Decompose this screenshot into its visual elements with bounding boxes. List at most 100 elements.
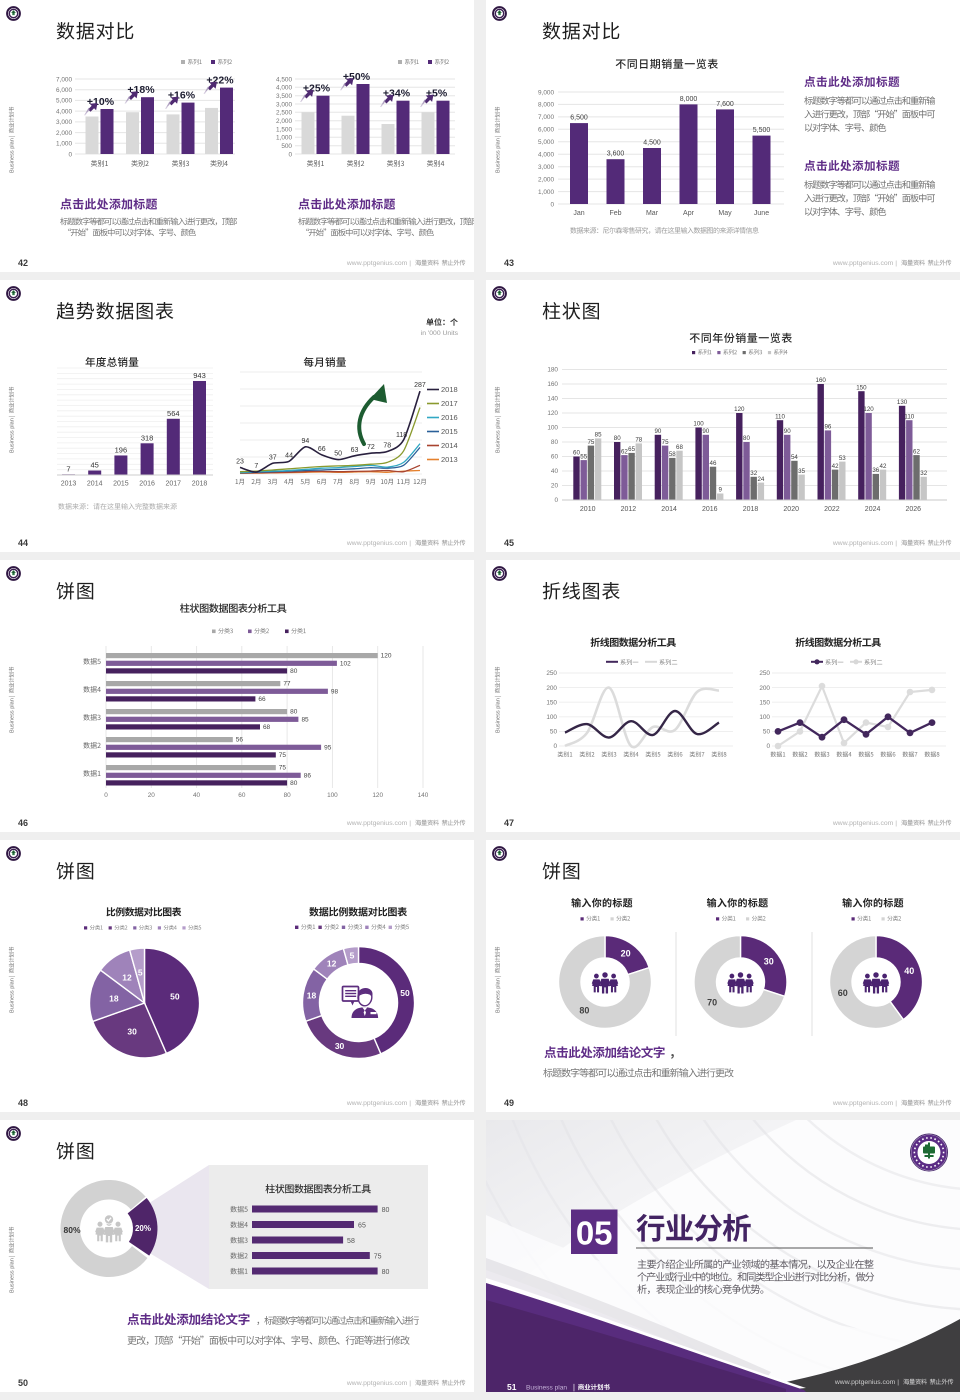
svg-text:58: 58 xyxy=(347,1238,355,1245)
svg-text:80: 80 xyxy=(382,1269,390,1276)
svg-text:5,000: 5,000 xyxy=(56,98,72,105)
svg-text:1,500: 1,500 xyxy=(276,126,292,133)
svg-text:2022: 2022 xyxy=(824,506,840,513)
svg-text:100: 100 xyxy=(759,714,770,721)
svg-text:18: 18 xyxy=(109,993,119,1003)
svg-text:2024: 2024 xyxy=(865,506,881,513)
svg-text:Business plan: Business plan xyxy=(496,698,502,733)
svg-text:2018: 2018 xyxy=(743,506,759,513)
svg-text:62: 62 xyxy=(913,448,920,455)
svg-text:120: 120 xyxy=(547,410,558,417)
svg-text:7,000: 7,000 xyxy=(538,114,554,121)
svg-text:150: 150 xyxy=(856,384,867,391)
svg-text:30: 30 xyxy=(127,1026,137,1036)
svg-text:Business plan: Business plan xyxy=(10,1258,16,1293)
svg-text:46: 46 xyxy=(18,818,28,828)
svg-text:160: 160 xyxy=(547,381,558,388)
svg-text:50: 50 xyxy=(170,992,180,1002)
svg-text:96: 96 xyxy=(824,424,831,431)
svg-text:75: 75 xyxy=(279,752,287,759)
svg-text:68: 68 xyxy=(676,444,683,451)
svg-text:140: 140 xyxy=(418,792,429,799)
svg-text:0: 0 xyxy=(550,201,554,208)
svg-text:20%: 20% xyxy=(135,1224,151,1233)
svg-text:77: 77 xyxy=(283,681,291,688)
svg-text:8,000: 8,000 xyxy=(680,96,698,103)
svg-text:65: 65 xyxy=(628,446,635,453)
svg-text:12: 12 xyxy=(327,958,337,968)
svg-text:60: 60 xyxy=(238,792,246,799)
svg-text:+34%: +34% xyxy=(383,88,411,100)
svg-text:50: 50 xyxy=(334,451,342,458)
svg-text:3,000: 3,000 xyxy=(56,119,72,126)
svg-text:0: 0 xyxy=(68,151,72,158)
svg-text:5,500: 5,500 xyxy=(753,127,771,134)
svg-text:120: 120 xyxy=(381,653,392,660)
svg-text:50: 50 xyxy=(763,729,771,736)
svg-text:+18%: +18% xyxy=(127,84,155,96)
svg-text:7: 7 xyxy=(66,464,70,473)
svg-text:9: 9 xyxy=(718,487,722,494)
svg-text:2016: 2016 xyxy=(441,413,458,422)
svg-text:2014: 2014 xyxy=(87,481,103,488)
svg-text:24: 24 xyxy=(757,476,764,483)
svg-text:www.pptgenius.com |: www.pptgenius.com | xyxy=(832,820,897,827)
svg-text:55: 55 xyxy=(580,453,587,460)
svg-text:85: 85 xyxy=(595,432,602,439)
svg-text:2,000: 2,000 xyxy=(276,118,292,125)
svg-text:48: 48 xyxy=(18,1098,28,1108)
svg-text:42: 42 xyxy=(880,463,887,470)
svg-text:4,000: 4,000 xyxy=(276,85,292,92)
svg-text:49: 49 xyxy=(504,1098,514,1108)
svg-text:80%: 80% xyxy=(63,1225,80,1235)
svg-text:+22%: +22% xyxy=(206,75,234,87)
svg-text:75: 75 xyxy=(279,765,287,772)
svg-text:120: 120 xyxy=(863,406,874,413)
svg-text:51: 51 xyxy=(507,1382,517,1392)
svg-text:4,500: 4,500 xyxy=(276,76,292,83)
svg-text:Business plan: Business plan xyxy=(496,978,502,1013)
svg-text:32: 32 xyxy=(920,470,927,477)
svg-text:7: 7 xyxy=(254,463,258,470)
svg-text:June: June xyxy=(754,210,769,217)
svg-text:118: 118 xyxy=(396,432,407,439)
svg-text:Business plan: Business plan xyxy=(10,418,16,453)
svg-text:3,000: 3,000 xyxy=(538,164,554,171)
svg-text:0: 0 xyxy=(553,743,557,750)
svg-text:43: 43 xyxy=(504,258,514,268)
svg-text:www.pptgenius.com |: www.pptgenius.com | xyxy=(346,260,411,267)
svg-text:0: 0 xyxy=(554,497,558,504)
svg-text:23: 23 xyxy=(236,458,244,465)
svg-text:65: 65 xyxy=(358,1222,366,1229)
svg-text:45: 45 xyxy=(504,538,514,548)
svg-text:18: 18 xyxy=(307,990,317,1000)
svg-text:4,500: 4,500 xyxy=(643,140,661,147)
svg-text:75: 75 xyxy=(374,1253,382,1260)
svg-text:20: 20 xyxy=(621,949,631,959)
svg-text:2018: 2018 xyxy=(192,481,208,488)
svg-text:05: 05 xyxy=(576,1215,613,1252)
svg-text:70: 70 xyxy=(707,998,717,1008)
svg-text:94: 94 xyxy=(302,438,310,445)
svg-text:42: 42 xyxy=(18,258,28,268)
svg-text:32: 32 xyxy=(750,470,757,477)
svg-text:May: May xyxy=(718,210,732,217)
svg-text:2012: 2012 xyxy=(621,506,637,513)
svg-text:86: 86 xyxy=(304,772,312,779)
svg-text:36: 36 xyxy=(872,467,879,474)
svg-text:110: 110 xyxy=(775,413,785,420)
svg-text:120: 120 xyxy=(734,406,745,413)
svg-text:80: 80 xyxy=(382,1207,390,1214)
svg-text:60: 60 xyxy=(573,450,580,457)
svg-text:40: 40 xyxy=(193,792,201,799)
svg-text:Jan: Jan xyxy=(573,210,584,217)
svg-text:4,000: 4,000 xyxy=(56,108,72,115)
svg-text:50: 50 xyxy=(550,729,558,736)
svg-text:2015: 2015 xyxy=(441,427,458,436)
svg-text:5: 5 xyxy=(138,967,143,977)
svg-text:5,000: 5,000 xyxy=(538,139,554,146)
svg-text:80: 80 xyxy=(290,709,298,716)
svg-text:1,000: 1,000 xyxy=(56,141,72,148)
svg-text:12: 12 xyxy=(122,972,132,982)
svg-text:2026: 2026 xyxy=(906,506,922,513)
